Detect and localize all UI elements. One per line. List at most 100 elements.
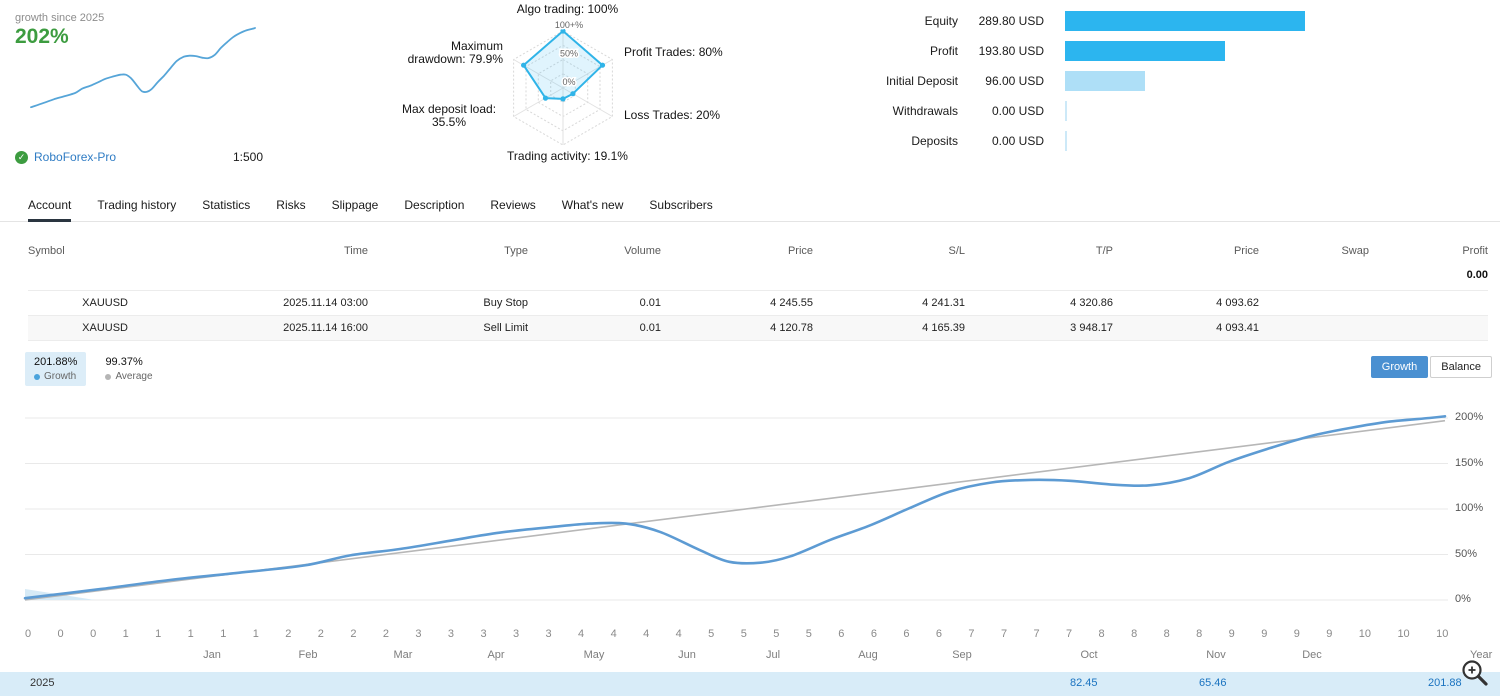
x-axis-tick: 4 (643, 628, 650, 640)
svg-text:50%: 50% (560, 49, 578, 59)
tab-slippage[interactable]: Slippage (331, 198, 379, 212)
month-label-feb: Feb (298, 649, 318, 661)
col-header-type: Type (504, 245, 528, 257)
month-label-may: May (583, 649, 605, 661)
chart-legend: 201.88% Growth 99.37% Average (25, 352, 1492, 386)
radar-axis-label-max-deposit-load: Max deposit load: 35.5% (401, 102, 497, 129)
growth-view-button[interactable]: Growth (1370, 356, 1429, 378)
tab-risks[interactable]: Risks (276, 198, 306, 212)
timeline-value: 82.45 (1070, 677, 1098, 689)
x-axis-tick: 2 (317, 628, 324, 640)
average-legend-label: Average (115, 371, 153, 382)
col-header-profit: Profit (1462, 245, 1488, 257)
month-label-nov: Nov (1206, 649, 1226, 661)
col-header-volume: Volume (624, 245, 661, 257)
y-axis-label: 50% (1455, 548, 1478, 560)
month-label-jan: Jan (203, 649, 221, 661)
tab-trading-history[interactable]: Trading history (97, 198, 177, 212)
x-axis-tick: 8 (1098, 628, 1105, 640)
svg-text:100+%: 100+% (555, 20, 583, 30)
zoom-button[interactable] (1459, 658, 1491, 690)
radar-chart: 0% 50% 100+% (513, 19, 613, 146)
x-axis-tick: 8 (1163, 628, 1170, 640)
broker-link[interactable]: RoboForex-Pro (34, 150, 117, 164)
x-axis-tick: 8 (1196, 628, 1203, 640)
legend-average-chip[interactable]: 99.37% Average (96, 352, 161, 386)
radar-chart-area: 0% 50% 100+% Algo trading: 100% Profit Trad… (400, 0, 735, 184)
account-stats: Equity 289.80 USD Profit 193.80 USD Initial … (830, 6, 1495, 156)
order-cell: 4 320.86 (1070, 297, 1113, 309)
x-axis-year-label: Year (1470, 649, 1493, 661)
x-axis-tick: 7 (1000, 628, 1008, 640)
tab-what-s-new[interactable]: What's new (561, 198, 624, 212)
x-axis-tick: 3 (415, 628, 422, 640)
order-cell: 4 241.31 (922, 297, 965, 309)
tab-subscribers[interactable]: Subscribers (649, 198, 713, 212)
x-axis-tick: 7 (1033, 628, 1040, 640)
x-axis-tick: 5 (805, 628, 812, 640)
x-axis-tick: 3 (447, 628, 455, 640)
order-cell: 2025.11.14 16:00 (283, 322, 368, 334)
tab-statistics[interactable]: Statistics (202, 198, 251, 212)
average-dot-icon (105, 373, 112, 380)
x-axis-tick: 2 (350, 628, 357, 640)
chart-view-switch: Growth Balance (1370, 356, 1492, 378)
col-header-symbol: Symbol (28, 245, 65, 257)
stat-bar-track (1044, 11, 1495, 31)
x-axis-tick: 6 (935, 628, 942, 640)
radar-axis-label-trading-activity: Trading activity: 19.1% (507, 149, 628, 163)
order-cell: 0.01 (639, 297, 661, 309)
month-label-aug: Aug (858, 649, 878, 661)
x-axis-tick: 9 (1293, 628, 1300, 640)
month-label-oct: Oct (1080, 649, 1098, 661)
x-axis-tick: 3 (480, 628, 487, 640)
order-row[interactable]: XAUUSD 2025.11.14 03:00 Buy Stop 0.01 4 245.… (28, 290, 1488, 315)
stat-value: 96.00 USD (985, 74, 1044, 88)
month-label-sep: Sep (952, 649, 972, 661)
table-header-row: Symbol Time Type Volume Price S/L T/P Price Swap… (28, 236, 1488, 268)
order-cell: Sell Limit (483, 322, 528, 334)
x-axis-tick: 10 (1397, 628, 1410, 640)
order-cell: XAUUSD (82, 297, 128, 309)
broker-row: ✓ RoboForex-Pro 1:500 (15, 150, 263, 164)
x-axis-tick: 5 (708, 628, 715, 640)
order-cell (1259, 291, 1369, 315)
month-label-dec: Dec (1302, 649, 1322, 661)
y-axis-label: 200% (1455, 411, 1484, 423)
order-cell: 4 165.39 (922, 322, 965, 334)
stat-bar-track (1044, 131, 1495, 151)
stat-bar-track (1044, 41, 1495, 61)
stat-label: Withdrawals (892, 104, 958, 118)
order-cell: 4 093.41 (1216, 322, 1259, 334)
x-axis-tick: 3 (512, 628, 520, 640)
y-axis-label: 150% (1455, 457, 1484, 469)
tab-reviews[interactable]: Reviews (490, 198, 536, 212)
x-axis-tick: 6 (903, 628, 910, 640)
x-axis-tick: 6 (838, 628, 845, 640)
growth-line-chart[interactable] (0, 405, 1500, 625)
order-row[interactable]: XAUUSD 2025.11.14 16:00 Sell Limit 0.01 4 12… (28, 315, 1488, 340)
x-axis-tick: 1 (252, 628, 259, 640)
x-axis-tick: 8 (1131, 628, 1138, 640)
tab-description[interactable]: Description (404, 198, 465, 212)
balance-view-button[interactable]: Balance (1430, 356, 1492, 378)
order-cell: 4 120.78 (770, 322, 813, 334)
timeline-strip[interactable]: 2025 82.45 65.46 201.88 (0, 672, 1500, 696)
month-label-jul: Jul (765, 649, 781, 661)
x-axis-tick: 4 (675, 628, 682, 640)
stat-label: Profit (929, 44, 958, 58)
growth-caption: growth since 2025 (15, 12, 105, 24)
month-label-mar: Mar (393, 649, 413, 661)
growth-summary-card: growth since 2025 202% ✓ RoboForex-Pro 1… (15, 8, 277, 180)
tab-account[interactable]: Account (28, 198, 72, 222)
x-axis-tick: 3 (545, 628, 552, 640)
magnifier-plus-icon (1462, 660, 1488, 686)
legend-growth-chip[interactable]: 201.88% Growth (25, 352, 87, 386)
stat-row-profit: Profit 193.80 USD (830, 36, 1495, 66)
radar-axis-label-profit-trades: Profit Trades: 80% (624, 45, 723, 59)
x-axis-tick: 1 (187, 628, 194, 640)
average-legend-label-row: Average (105, 371, 153, 382)
x-axis-tick: 10 (1358, 628, 1372, 640)
x-axis-tick: 10 (1436, 628, 1449, 640)
